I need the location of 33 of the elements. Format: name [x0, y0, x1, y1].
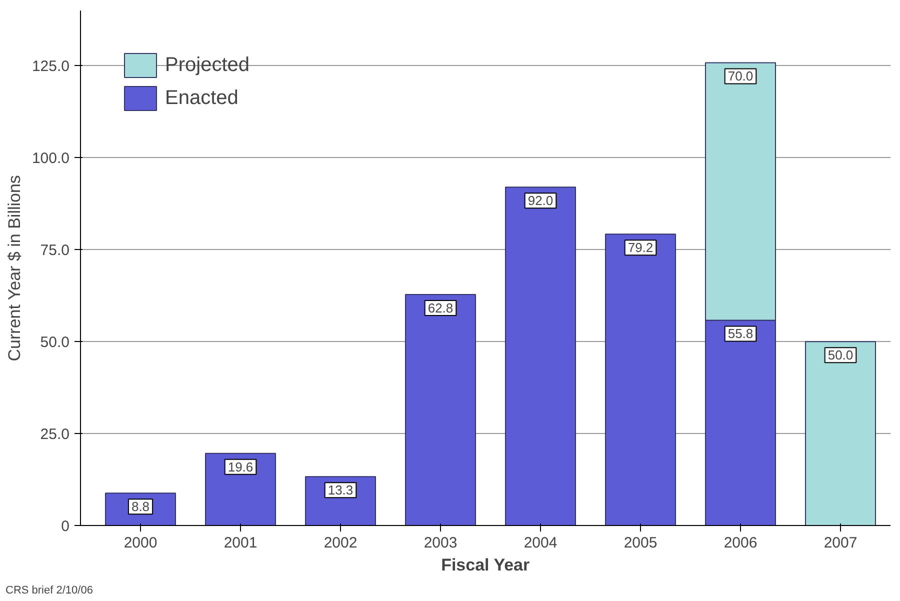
x-tick-label: 2000	[124, 534, 158, 552]
x-tick-label: 2003	[424, 534, 458, 552]
y-tick-label: 0	[61, 518, 70, 535]
bar	[805, 341, 876, 526]
data-label: 70.0	[728, 68, 754, 84]
data-label: 8.8	[131, 499, 150, 514]
data-label: 13.3	[328, 482, 354, 498]
x-tick-label: 2007	[824, 534, 858, 552]
y-tick-label: 75.0	[40, 242, 70, 260]
bar	[405, 294, 476, 526]
data-label: 79.2	[628, 240, 654, 256]
y-axis-title: Current Year $ in Billions	[4, 175, 24, 362]
x-tick-label: 2002	[324, 534, 358, 552]
x-axis-title: Fiscal Year	[441, 556, 530, 574]
bar	[605, 234, 676, 526]
data-label: 19.6	[228, 459, 254, 474]
bar	[505, 186, 576, 526]
data-label: 55.8	[728, 326, 754, 342]
x-tick-label: 2006	[724, 534, 758, 552]
legend-label: Projected	[165, 54, 250, 76]
text: CRS brief 2/10/06	[6, 584, 93, 596]
legend-label: Enacted	[165, 86, 238, 110]
y-tick-label: 125.0	[32, 58, 70, 76]
y-tick-label: 50.0	[40, 334, 70, 352]
y-tick-label: 100.0	[32, 150, 70, 168]
x-tick-label: 2001	[224, 534, 258, 552]
x-tick-label: 2004	[524, 534, 558, 552]
y-tick-label: 25.0	[40, 426, 70, 444]
data-label: 50.0	[828, 348, 854, 363]
bar	[205, 452, 276, 526]
data-label: 62.8	[428, 300, 454, 316]
x-tick-label: 2005	[624, 534, 658, 552]
data-label: 92.0	[528, 193, 554, 208]
